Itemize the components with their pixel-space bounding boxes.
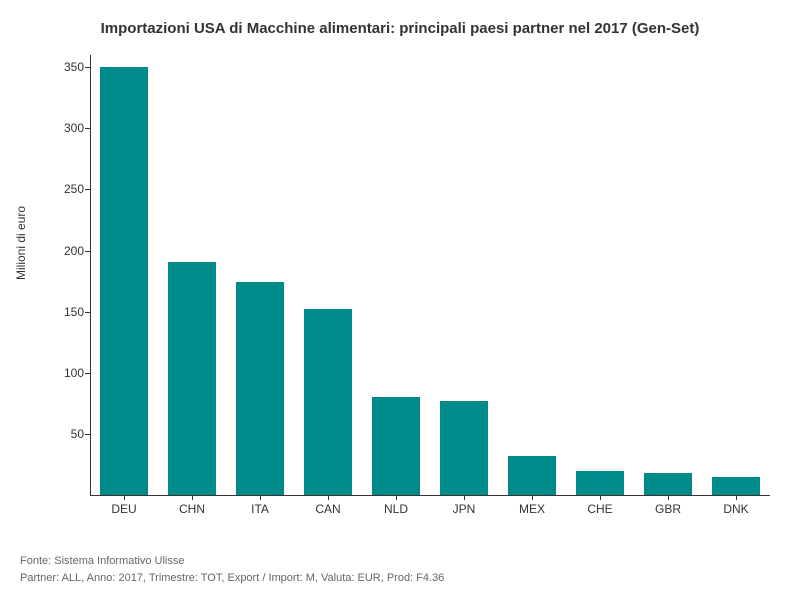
x-tick-label: CHN (179, 502, 205, 516)
y-tick-label: 250 (64, 182, 84, 196)
y-axis-label: Milioni di euro (14, 206, 28, 280)
x-tick-label: DEU (111, 502, 136, 516)
x-tick-label: DNK (723, 502, 748, 516)
bar (440, 401, 488, 495)
x-tick-mark (396, 495, 397, 500)
x-tick-label: GBR (655, 502, 681, 516)
x-tick-mark (736, 495, 737, 500)
y-tick-mark (85, 434, 90, 435)
y-tick-label: 150 (64, 305, 84, 319)
y-tick-mark (85, 189, 90, 190)
x-tick-label: NLD (384, 502, 408, 516)
x-tick-mark (192, 495, 193, 500)
y-tick-mark (85, 251, 90, 252)
bar (712, 477, 760, 495)
bar (304, 309, 352, 495)
bar (644, 473, 692, 495)
bar (168, 262, 216, 495)
x-tick-label: CHE (587, 502, 612, 516)
bar (508, 456, 556, 495)
y-tick-mark (85, 67, 90, 68)
y-tick-mark (85, 373, 90, 374)
x-tick-mark (328, 495, 329, 500)
bar (372, 397, 420, 495)
x-tick-label: JPN (453, 502, 476, 516)
x-tick-mark (464, 495, 465, 500)
footer-params: Partner: ALL, Anno: 2017, Trimestre: TOT… (20, 572, 444, 584)
y-tick-label: 350 (64, 60, 84, 74)
x-tick-mark (600, 495, 601, 500)
footer-source: Fonte: Sistema Informativo Ulisse (20, 555, 184, 567)
x-tick-mark (124, 495, 125, 500)
y-tick-label: 50 (71, 427, 84, 441)
y-tick-mark (85, 312, 90, 313)
y-tick-label: 200 (64, 244, 84, 258)
y-tick-label: 300 (64, 121, 84, 135)
x-tick-mark (668, 495, 669, 500)
x-tick-mark (532, 495, 533, 500)
y-tick-label: 100 (64, 366, 84, 380)
bar (576, 471, 624, 495)
chart-title: Importazioni USA di Macchine alimentari:… (0, 20, 800, 37)
x-tick-label: ITA (251, 502, 269, 516)
x-tick-label: MEX (519, 502, 545, 516)
x-tick-label: CAN (315, 502, 340, 516)
plot-area (90, 55, 770, 495)
y-tick-mark (85, 128, 90, 129)
bar (236, 282, 284, 495)
bar (100, 67, 148, 495)
x-tick-mark (260, 495, 261, 500)
